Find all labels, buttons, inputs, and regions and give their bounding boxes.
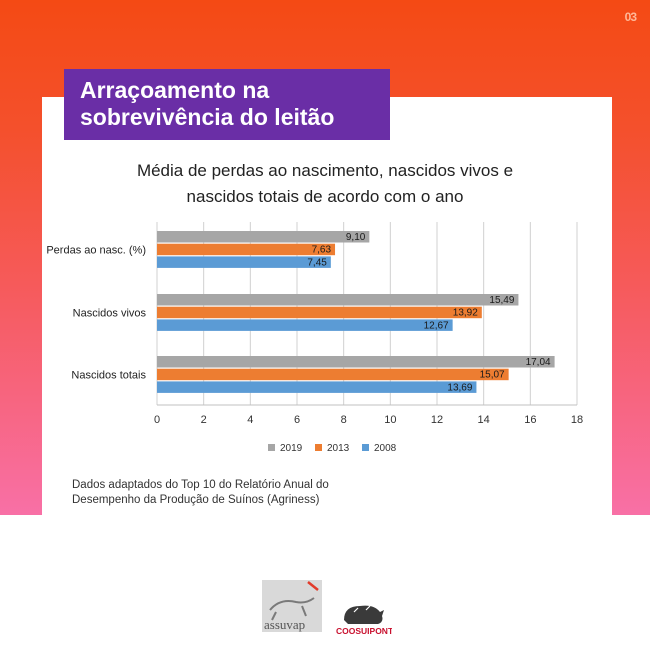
- legend-label: 2019: [280, 443, 303, 454]
- assuvap-logo: assuvap: [262, 580, 322, 632]
- bar: [157, 231, 370, 243]
- x-tick-label: 12: [431, 414, 443, 426]
- x-tick-label: 6: [294, 414, 300, 426]
- source-note: Dados adaptados do Top 10 do Relatório A…: [72, 479, 329, 506]
- x-tick-label: 16: [524, 414, 536, 426]
- x-tick-label: 14: [478, 414, 490, 426]
- page-title: Arraçoamento na sobrevivência do leitão: [64, 69, 390, 140]
- bar: [157, 381, 477, 393]
- bar: [157, 294, 519, 306]
- bar-data-label: 15,49: [489, 295, 514, 306]
- x-tick-label: 2: [201, 414, 207, 426]
- bar: [157, 319, 453, 331]
- bar-data-label: 7,45: [307, 257, 327, 268]
- legend-swatch: [268, 444, 275, 451]
- coosuiponte-logo-text: COOSUIPONTE: [336, 626, 392, 636]
- page-number: 03: [624, 10, 637, 24]
- bar: [157, 356, 555, 368]
- x-tick-label: 10: [384, 414, 396, 426]
- category-label: Nascidos totais: [71, 369, 146, 381]
- bar-data-label: 17,04: [526, 357, 551, 368]
- category-label: Perdas ao nasc. (%): [46, 244, 146, 256]
- legend-label: 2013: [327, 443, 350, 454]
- x-tick-label: 18: [571, 414, 583, 426]
- legend-swatch: [315, 444, 322, 451]
- chart-title: Média de perdas ao nascimento, nascidos …: [136, 161, 514, 206]
- assuvap-logo-text: assuvap: [264, 617, 305, 632]
- category-label: Nascidos vivos: [73, 307, 147, 319]
- bar-data-label: 12,67: [424, 320, 449, 331]
- bar-data-label: 7,63: [312, 245, 332, 256]
- bar: [157, 243, 336, 256]
- coosuiponte-logo: COOSUIPONTE: [336, 605, 392, 636]
- bar: [157, 368, 509, 381]
- x-tick-label: 8: [341, 414, 347, 426]
- footer-area: [0, 515, 650, 652]
- x-tick-label: 0: [154, 414, 160, 426]
- bar: [157, 306, 482, 319]
- bar-data-label: 15,07: [480, 370, 505, 381]
- content-card: [42, 97, 612, 515]
- bar-data-label: 13,92: [453, 308, 478, 319]
- legend-swatch: [362, 444, 369, 451]
- x-tick-label: 4: [247, 414, 253, 426]
- bar-data-label: 13,69: [447, 382, 472, 393]
- legend-label: 2008: [374, 443, 397, 454]
- bar-data-label: 9,10: [346, 232, 366, 243]
- bar: [157, 256, 331, 268]
